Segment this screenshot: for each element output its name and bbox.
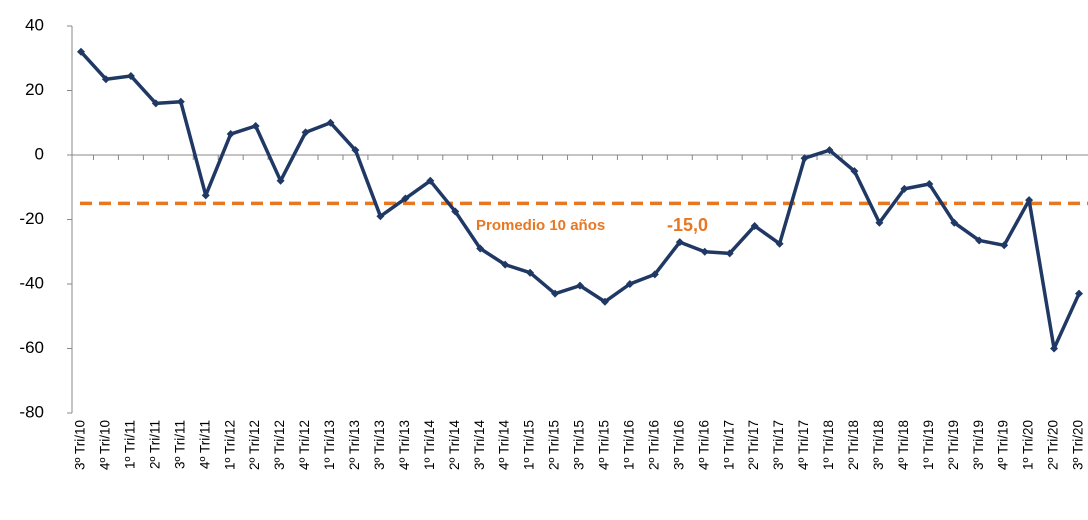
point — [351, 146, 360, 155]
x-tick-label: 4º Tri/14 — [497, 420, 512, 470]
point — [925, 180, 934, 189]
x-tick-label: 1º Tri/19 — [921, 420, 936, 470]
point — [526, 268, 535, 277]
x-tick-label: 2º Tri/16 — [646, 420, 661, 470]
point — [650, 270, 659, 279]
point — [625, 280, 634, 288]
x-tick-label: 1º Tri/15 — [522, 420, 537, 470]
point — [501, 260, 510, 269]
x-tick-label: 4º Tri/12 — [297, 420, 312, 470]
x-tick-label: 3º Tri/15 — [572, 420, 587, 470]
point — [376, 212, 385, 221]
point — [700, 247, 709, 256]
x-tick-label: 3º Tri/18 — [871, 420, 886, 470]
point — [750, 221, 759, 230]
point — [725, 249, 734, 258]
x-tick-label: 1º Tri/11 — [122, 420, 137, 469]
x-tick-label: 4º Tri/19 — [996, 420, 1011, 470]
point — [426, 176, 435, 185]
point — [151, 99, 160, 108]
point — [551, 289, 560, 298]
x-tick-label: 4º Tri/17 — [796, 420, 811, 470]
point — [675, 238, 684, 247]
x-tick-label: 3º Tri/20 — [1071, 420, 1086, 470]
y-tick-label: 40 — [25, 15, 44, 34]
point — [975, 236, 984, 245]
y-tick-label: 0 — [35, 144, 44, 163]
point — [1050, 344, 1059, 353]
point — [226, 130, 235, 139]
point — [451, 207, 460, 216]
x-tick-label: 2º Tri/11 — [147, 420, 162, 469]
point — [126, 71, 135, 80]
y-tick-label: -80 — [19, 402, 44, 421]
x-tick-label: 2º Tri/20 — [1046, 420, 1061, 470]
x-tick-label: 2º Tri/12 — [247, 420, 262, 470]
point — [326, 118, 335, 127]
point — [900, 184, 909, 193]
x-tick-label: 3º Tri/19 — [971, 420, 986, 470]
x-tick-label: 1º Tri/14 — [422, 420, 437, 470]
x-tick-label: 4º Tri/18 — [896, 420, 911, 470]
point — [825, 146, 834, 155]
y-tick-label: 20 — [25, 80, 44, 99]
point — [401, 194, 410, 203]
x-tick-label: 1º Tri/13 — [322, 420, 337, 470]
point — [800, 154, 809, 163]
x-tick-label: 3º Tri/13 — [372, 420, 387, 470]
y-tick-label: -40 — [19, 273, 44, 292]
x-tick-label: 4º Tri/10 — [98, 420, 113, 470]
x-tick-label: 4º Tri/11 — [197, 420, 212, 469]
x-tick-label: 3º Tri/14 — [472, 420, 487, 470]
y-tick-label: -20 — [19, 209, 44, 228]
x-tick-label: 3º Tri/10 — [73, 420, 88, 470]
x-tick-label: 2º Tri/13 — [347, 420, 362, 470]
x-tick-label: 4º Tri/16 — [696, 420, 711, 470]
point — [276, 176, 285, 185]
point — [101, 75, 110, 84]
x-tick-label: 2º Tri/14 — [447, 420, 462, 470]
point — [1075, 289, 1083, 298]
x-tick-label: 3º Tri/16 — [671, 420, 686, 470]
y-tick-label: -60 — [19, 338, 44, 357]
point — [775, 239, 784, 248]
x-tick-label: 3º Tri/11 — [172, 420, 187, 469]
x-tick-label: 2º Tri/19 — [946, 420, 961, 470]
point — [850, 167, 859, 176]
x-tick-label: 1º Tri/16 — [621, 420, 636, 470]
average-label: Promedio 10 años — [476, 217, 605, 234]
point — [576, 281, 584, 290]
point — [251, 121, 260, 130]
point — [1025, 196, 1034, 205]
x-tick-label: 4º Tri/13 — [397, 420, 412, 470]
point — [77, 47, 85, 56]
x-tick-label: 2º Tri/18 — [846, 420, 861, 470]
x-tick-label: 3º Tri/12 — [272, 420, 287, 470]
point — [950, 218, 959, 227]
x-tick-label: 4º Tri/15 — [597, 420, 612, 470]
point — [476, 244, 485, 253]
point — [176, 97, 185, 106]
point — [875, 218, 884, 227]
series-line — [79, 50, 1081, 351]
x-tick-label: 1º Tri/18 — [821, 420, 836, 470]
average-value: -15,0 — [667, 215, 708, 235]
point — [600, 297, 609, 306]
x-tick-label: 1º Tri/20 — [1021, 420, 1036, 470]
x-tick-label: 2º Tri/15 — [547, 420, 562, 470]
x-tick-label: 1º Tri/12 — [222, 420, 237, 470]
point — [1000, 241, 1009, 250]
x-tick-label: 2º Tri/17 — [746, 420, 761, 470]
point — [201, 191, 210, 200]
x-tick-label: 1º Tri/17 — [721, 420, 736, 470]
point — [301, 128, 310, 137]
x-tick-label: 3º Tri/17 — [771, 420, 786, 470]
